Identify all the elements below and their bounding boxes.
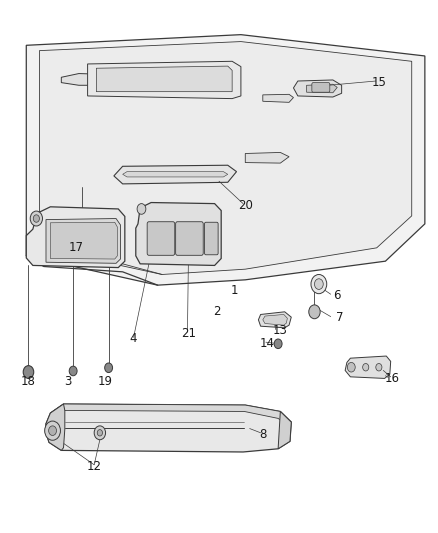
Circle shape — [23, 366, 34, 378]
Text: 7: 7 — [336, 311, 343, 324]
Polygon shape — [293, 80, 342, 97]
Circle shape — [45, 421, 60, 440]
Text: 8: 8 — [259, 428, 266, 441]
Polygon shape — [26, 35, 425, 285]
Text: 13: 13 — [273, 324, 288, 337]
Circle shape — [311, 274, 327, 294]
Polygon shape — [61, 74, 118, 85]
Polygon shape — [345, 356, 391, 378]
Text: 19: 19 — [98, 375, 113, 387]
Text: 16: 16 — [385, 372, 399, 385]
FancyBboxPatch shape — [147, 222, 175, 255]
Circle shape — [30, 211, 42, 226]
Text: 14: 14 — [260, 337, 275, 350]
Text: 1: 1 — [230, 284, 238, 297]
Polygon shape — [88, 61, 241, 99]
Circle shape — [105, 363, 113, 373]
Polygon shape — [245, 152, 289, 163]
Text: 6: 6 — [333, 289, 341, 302]
Text: 2: 2 — [213, 305, 221, 318]
Text: 20: 20 — [238, 199, 253, 212]
Polygon shape — [307, 84, 337, 93]
Polygon shape — [278, 411, 291, 449]
Polygon shape — [263, 94, 293, 102]
Circle shape — [69, 366, 77, 376]
Polygon shape — [123, 172, 228, 177]
Circle shape — [49, 426, 57, 435]
Text: 3: 3 — [64, 375, 71, 387]
Text: 15: 15 — [371, 76, 386, 89]
Text: 21: 21 — [181, 327, 196, 340]
Text: 12: 12 — [87, 460, 102, 473]
Circle shape — [97, 430, 102, 436]
Circle shape — [376, 364, 382, 371]
Polygon shape — [26, 207, 125, 268]
Circle shape — [137, 204, 146, 214]
Polygon shape — [136, 203, 221, 265]
Polygon shape — [96, 66, 232, 92]
Circle shape — [274, 339, 282, 349]
Circle shape — [363, 364, 369, 371]
Circle shape — [94, 426, 106, 440]
FancyBboxPatch shape — [176, 222, 203, 255]
Polygon shape — [258, 312, 291, 328]
FancyBboxPatch shape — [205, 222, 218, 255]
Polygon shape — [46, 404, 291, 452]
Circle shape — [309, 305, 320, 319]
Circle shape — [347, 362, 355, 372]
Text: 17: 17 — [69, 241, 84, 254]
Polygon shape — [50, 222, 117, 259]
Polygon shape — [46, 219, 120, 263]
Circle shape — [314, 279, 323, 289]
Polygon shape — [50, 404, 291, 426]
Circle shape — [33, 215, 39, 222]
Text: 4: 4 — [130, 332, 138, 345]
Polygon shape — [263, 314, 287, 325]
Polygon shape — [114, 165, 237, 184]
FancyBboxPatch shape — [312, 83, 330, 92]
Polygon shape — [39, 42, 412, 274]
Text: 18: 18 — [21, 375, 36, 387]
Polygon shape — [46, 404, 65, 450]
